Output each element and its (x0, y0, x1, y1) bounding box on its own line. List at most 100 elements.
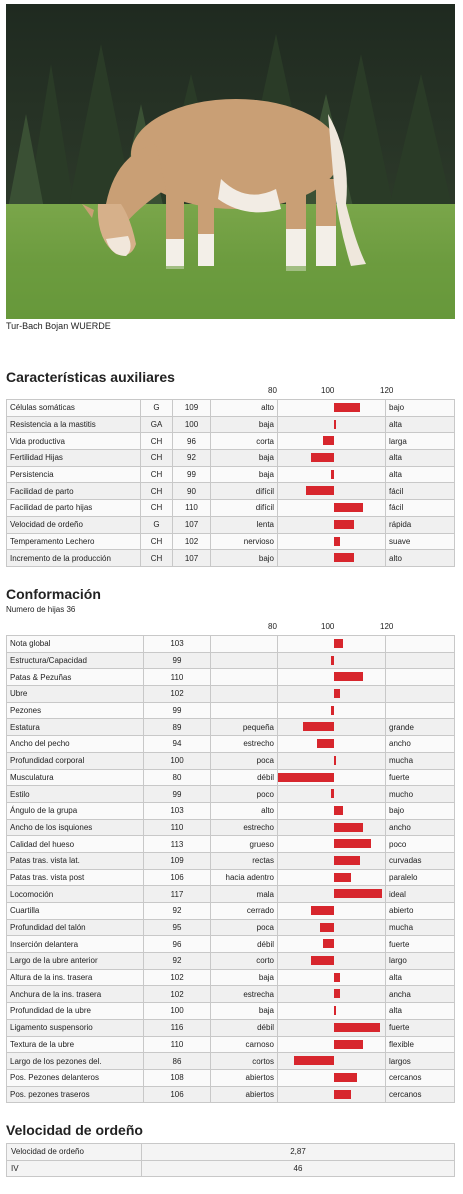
trait-bar-cell (277, 415, 386, 434)
trait-low-label (210, 651, 278, 670)
trait-bar-cell (277, 718, 386, 737)
trait-low-label: carnoso (210, 1035, 278, 1054)
trait-value: 96 (172, 432, 211, 451)
trait-name: Calidad del hueso (6, 835, 144, 853)
trait-value: 99 (143, 785, 211, 803)
vel-table: Velocidad de ordeño 2,87 IV 46 (6, 1143, 455, 1178)
trait-high-label: alta (385, 449, 455, 467)
trait-name: Vida productiva (6, 432, 141, 451)
trait-high-label: alto (385, 549, 455, 567)
trait-bar-cell (277, 549, 386, 567)
trait-bar-cell (277, 952, 386, 970)
score-bar (334, 872, 352, 882)
trait-name: Locomoción (6, 885, 144, 903)
conf-row: Locomoción 117 mala ideal (6, 885, 455, 903)
trait-bar-cell (277, 801, 386, 820)
trait-value: 109 (143, 851, 211, 870)
trait-value: 90 (172, 482, 211, 501)
trait-high-label (385, 668, 455, 687)
trait-high-label: mucho (385, 785, 455, 803)
trait-bar-cell (277, 651, 386, 670)
trait-bar-cell (277, 1085, 386, 1104)
trait-bar-cell (277, 482, 386, 501)
trait-value: 103 (143, 801, 211, 820)
trait-bar-cell (277, 532, 386, 551)
trait-name: Fertilidad Hijas (6, 449, 141, 467)
trait-name: Facilidad de parto (6, 482, 141, 501)
score-bar (334, 553, 354, 563)
trait-bar-cell (277, 768, 386, 787)
trait-low-label: poca (210, 918, 278, 937)
aux-row: Incremento de la producción CH 107 bajo alto (6, 549, 455, 567)
trait-high-label: mucha (385, 751, 455, 770)
trait-low-label: débil (210, 935, 278, 954)
trait-low-label: alto (210, 399, 278, 417)
trait-name: Musculatura (6, 768, 144, 787)
aux-row: Persistencia CH 99 baja alta (6, 465, 455, 484)
trait-low-label: baja (210, 968, 278, 987)
vel-section-title: Velocidad de ordeño (6, 1122, 143, 1138)
vel-row: IV 46 (6, 1159, 455, 1178)
trait-high-label: cercanos (385, 1068, 455, 1087)
trait-high-label (385, 635, 455, 653)
trait-low-label: baja (210, 465, 278, 484)
trait-name: Nota global (6, 635, 144, 653)
trait-bar-cell (277, 968, 386, 987)
trait-name: Patas & Pezuñas (6, 668, 144, 687)
trait-name: Ubre (6, 685, 144, 703)
trait-name: Estatura (6, 718, 144, 737)
trait-value: 107 (172, 549, 211, 567)
trait-low-label: mala (210, 885, 278, 903)
trait-value: 80 (143, 768, 211, 787)
trait-low-label (210, 635, 278, 653)
trait-value: 113 (143, 835, 211, 853)
trait-value: 117 (143, 885, 211, 903)
trait-high-label: largos (385, 1052, 455, 1070)
trait-bar-cell (277, 465, 386, 484)
conf-row: Calidad del hueso 113 grueso poco (6, 835, 455, 853)
trait-name: Patas tras. vista lat. (6, 851, 144, 870)
trait-low-label: baja (210, 1002, 278, 1020)
trait-low-label: difícil (210, 482, 278, 501)
trait-value: 106 (143, 868, 211, 887)
trait-value: 94 (143, 735, 211, 753)
trait-high-label: fuerte (385, 768, 455, 787)
trait-high-label: rápida (385, 515, 455, 534)
conf-row: Ancho de los isquiones 110 estrecho ancho (6, 818, 455, 837)
trait-bar-cell (277, 1068, 386, 1087)
trait-high-label: bajo (385, 801, 455, 820)
trait-low-label: estrecho (210, 735, 278, 753)
trait-code: CH (140, 549, 173, 567)
conf-row: Patas & Pezuñas 110 (6, 668, 455, 687)
trait-low-label: corto (210, 952, 278, 970)
score-bar (316, 739, 334, 749)
trait-name: Estilo (6, 785, 144, 803)
conf-row: Pos. Pezones delanteros 108 abiertos cercan… (6, 1068, 455, 1087)
conf-row: Profundidad de la ubre 100 baja alta (6, 1002, 455, 1020)
trait-name: Altura de la ins. trasera (6, 968, 144, 987)
trait-bar-cell (277, 868, 386, 887)
aux-scale-100: 100 (321, 386, 335, 395)
trait-high-label: ancho (385, 735, 455, 753)
trait-low-label: grueso (210, 835, 278, 853)
trait-name: Facilidad de parto hijas (6, 499, 141, 517)
trait-low-label: poco (210, 785, 278, 803)
conf-row: Estilo 99 poco mucho (6, 785, 455, 803)
trait-high-label: curvadas (385, 851, 455, 870)
trait-bar-cell (277, 701, 386, 720)
vel-name: Velocidad de ordeño (6, 1143, 142, 1161)
trait-bar-cell (277, 935, 386, 954)
conf-row: Estatura 89 pequeña grande (6, 718, 455, 737)
trait-value: 110 (143, 818, 211, 837)
trait-name: Persistencia (6, 465, 141, 484)
trait-high-label: fácil (385, 482, 455, 501)
trait-low-label: hacia adentro (210, 868, 278, 887)
trait-value: 100 (143, 1002, 211, 1020)
score-bar (334, 419, 336, 429)
trait-bar-cell (277, 1035, 386, 1054)
aux-section-title: Características auxiliares (6, 369, 175, 385)
trait-high-label: fuerte (385, 1018, 455, 1037)
trait-low-label (210, 701, 278, 720)
score-bar (331, 705, 334, 715)
trait-high-label (385, 651, 455, 670)
